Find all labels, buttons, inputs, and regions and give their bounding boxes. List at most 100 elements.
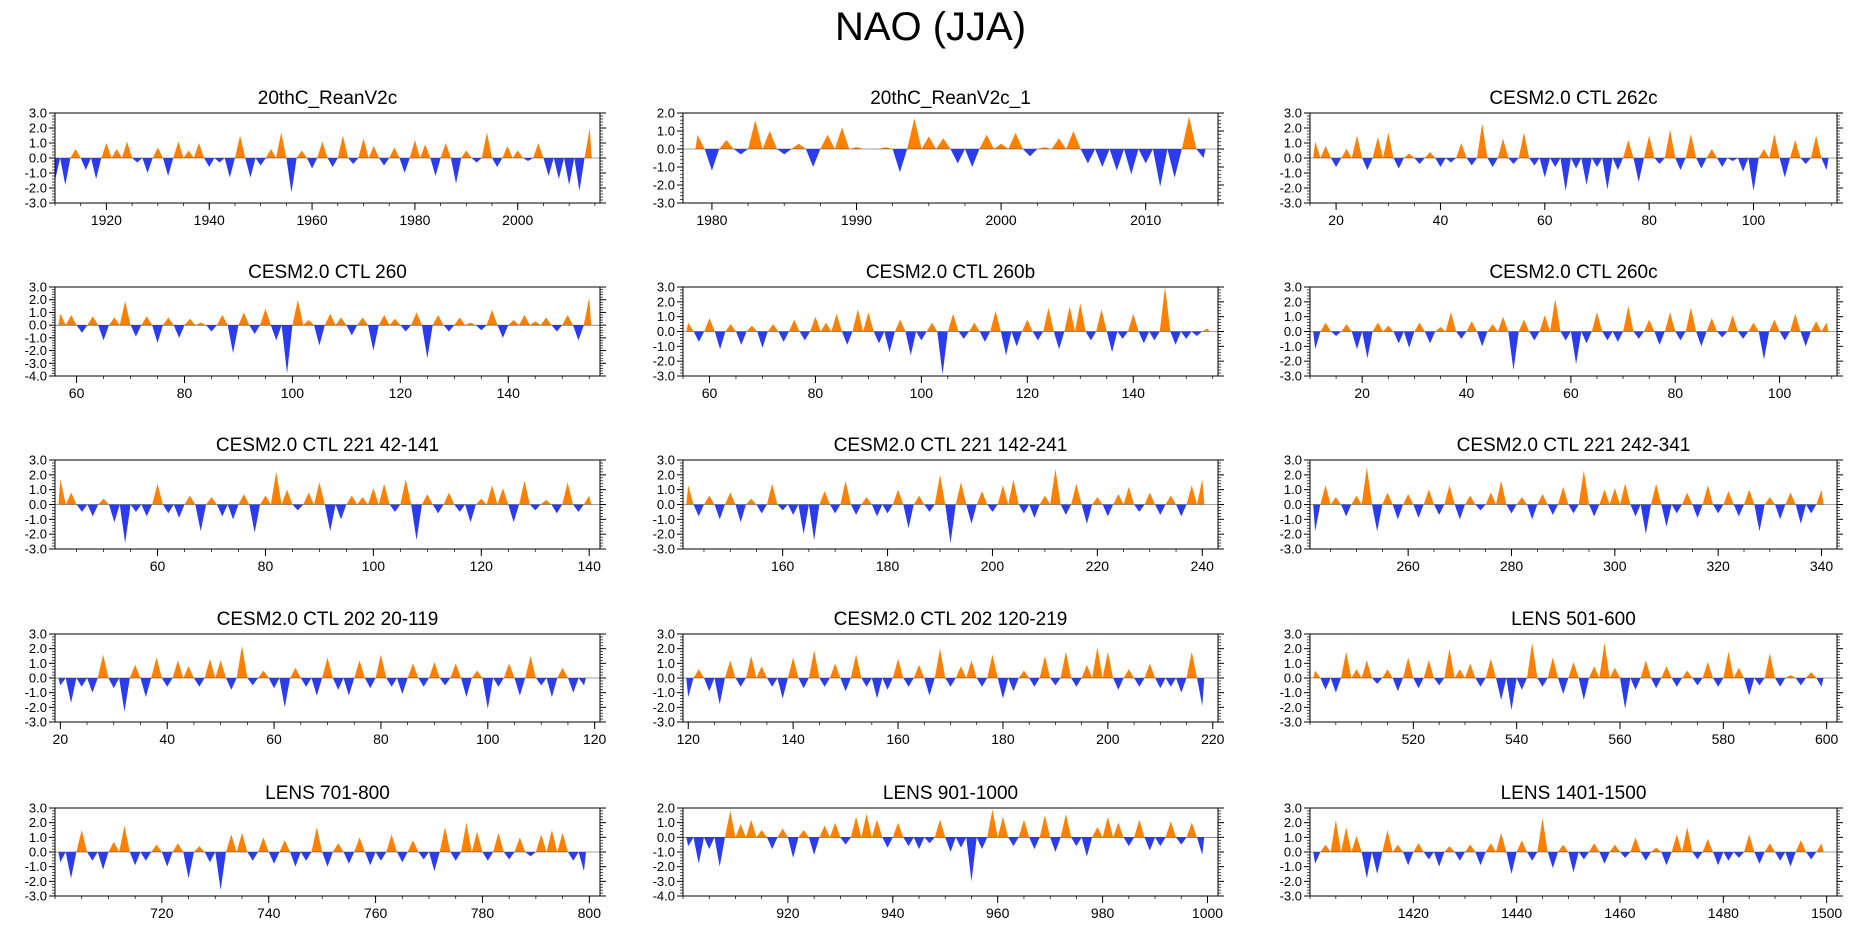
- negative-area: [1692, 504, 1703, 518]
- negative-area: [966, 837, 977, 882]
- positive-area: [1518, 132, 1530, 158]
- negative-area: [1744, 678, 1755, 696]
- positive-area: [502, 146, 513, 158]
- positive-area: [1351, 669, 1362, 678]
- positive-area: [493, 832, 504, 852]
- x-tick-label: 100: [910, 385, 934, 401]
- y-tick-label: 1.0: [29, 305, 47, 320]
- positive-area: [1558, 486, 1569, 505]
- x-tick-label: 780: [471, 905, 495, 921]
- negative-area: [884, 331, 895, 353]
- negative-area: [1454, 852, 1465, 861]
- negative-area: [1640, 852, 1651, 861]
- positive-area: [1313, 670, 1321, 678]
- negative-area: [805, 149, 821, 167]
- x-tick-label: 180: [991, 731, 1015, 747]
- positive-area: [421, 494, 433, 505]
- positive-area: [1050, 468, 1061, 505]
- x-tick-label: 1990: [841, 212, 872, 228]
- negative-area: [1434, 504, 1445, 515]
- positive-area: [234, 135, 246, 158]
- x-tick-label: 40: [1433, 212, 1449, 228]
- negative-area: [1816, 678, 1824, 687]
- positive-area: [1382, 669, 1393, 678]
- positive-area: [788, 319, 800, 332]
- negative-area: [1539, 158, 1551, 178]
- positive-area: [238, 312, 250, 326]
- positive-area: [1497, 138, 1509, 158]
- negative-area: [1149, 331, 1160, 341]
- positive-area: [703, 495, 715, 505]
- positive-area: [432, 314, 444, 326]
- positive-area: [766, 483, 778, 505]
- negative-area: [733, 149, 749, 155]
- y-tick-label: 1.0: [1284, 830, 1302, 845]
- negative-area: [306, 158, 318, 169]
- negative-area: [1456, 331, 1467, 339]
- negative-area: [1775, 504, 1786, 520]
- negative-area: [1000, 331, 1012, 356]
- positive-area: [1609, 844, 1620, 852]
- positive-area: [533, 143, 544, 158]
- negative-area: [1392, 678, 1403, 692]
- y-tick-label: -4.0: [25, 369, 47, 384]
- negative-area: [1661, 852, 1672, 866]
- negative-area: [87, 504, 99, 517]
- positive-area: [871, 819, 883, 838]
- positive-area: [193, 143, 205, 158]
- y-tick-label: 2.0: [1284, 121, 1302, 136]
- positive-area: [1351, 135, 1363, 158]
- positive-area: [296, 150, 307, 158]
- positive-area: [1465, 844, 1476, 852]
- negative-area: [1568, 852, 1579, 873]
- negative-area: [1085, 331, 1097, 341]
- negative-area: [903, 678, 914, 687]
- positive-area: [787, 657, 799, 678]
- positive-area: [1051, 138, 1067, 149]
- negative-area: [1071, 837, 1082, 847]
- negative-area: [1748, 158, 1759, 191]
- positive-area: [562, 314, 574, 326]
- positive-area: [1320, 844, 1331, 852]
- y-tick-label: 1.0: [29, 482, 47, 497]
- x-tick-label: 40: [159, 731, 175, 747]
- positive-area: [1102, 816, 1114, 838]
- negative-area: [871, 678, 883, 699]
- plot-area: [1313, 298, 1829, 371]
- negative-area: [1053, 331, 1065, 350]
- panel-14: LENS 901-1000 2.01.00.0-1.0-2.0-3.0-4.0 92…: [653, 783, 1224, 921]
- y-tick-label: -3.0: [1280, 542, 1302, 557]
- y-tick-label: 1.0: [657, 309, 675, 324]
- positive-area: [1497, 316, 1509, 332]
- negative-area: [399, 158, 410, 173]
- x-tick-label: 160: [886, 731, 910, 747]
- positive-area: [129, 664, 141, 678]
- positive-area: [1785, 675, 1796, 678]
- negative-area: [249, 504, 261, 533]
- negative-area: [1330, 331, 1342, 336]
- positive-area: [1795, 840, 1806, 852]
- positive-area: [1547, 657, 1558, 678]
- plot-area: [1313, 818, 1824, 879]
- negative-area: [1696, 158, 1707, 169]
- positive-area: [292, 299, 304, 326]
- y-tick-label: -3.0: [1280, 889, 1302, 904]
- positive-area: [1640, 660, 1651, 678]
- panel-title: LENS 901-1000: [883, 783, 1018, 804]
- x-tick-label: 280: [1500, 558, 1524, 574]
- negative-area: [1197, 837, 1205, 855]
- negative-area: [429, 852, 440, 872]
- x-tick-label: 180: [876, 558, 900, 574]
- positive-area: [1456, 143, 1467, 158]
- positive-area: [1589, 666, 1600, 678]
- negative-area: [1654, 158, 1665, 164]
- positive-area: [1664, 312, 1676, 332]
- negative-area: [1022, 149, 1038, 157]
- y-tick-label: -1.0: [653, 339, 675, 354]
- negative-area: [281, 325, 293, 374]
- negative-area: [255, 158, 266, 166]
- negative-area: [916, 331, 927, 341]
- negative-area: [482, 678, 494, 709]
- positive-area: [1682, 492, 1693, 505]
- negative-area: [324, 504, 336, 532]
